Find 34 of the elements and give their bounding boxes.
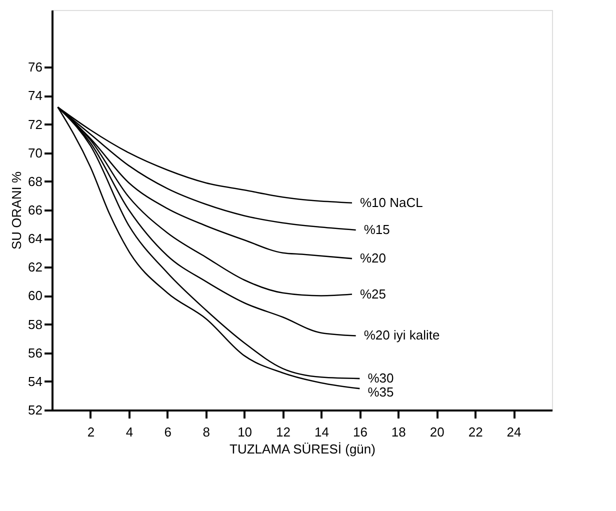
series-label: %10 NaCL [360,194,423,210]
x-tick-label: 12 [276,424,291,440]
series-label: %20 iyi kalite [364,328,440,343]
y-tick-label: 68 [28,174,42,189]
y-tick-label: 66 [28,202,42,218]
y-tick-label: 64 [28,231,42,246]
x-tick-label: 2 [87,424,95,440]
series-label: %15 [364,222,390,237]
y-tick-label: 76 [28,60,42,75]
x-tick-label: 16 [352,424,368,440]
series-label: %20 [360,250,386,266]
y-tick-label: 58 [28,316,42,332]
series-label: %30 [368,370,394,386]
x-tick-label: 24 [506,424,522,440]
y-tick-label: 72 [28,116,42,132]
y-tick-label: 62 [28,260,42,275]
y-tick-label: 54 [28,374,42,389]
x-tick-label: 14 [314,424,329,440]
series-label: %35 [368,384,394,400]
y-axis-title: SU ORANI % [9,171,24,250]
y-tick-label: 56 [28,345,42,360]
x-tick-label: 20 [430,424,444,440]
x-tick-label: 4 [126,424,134,440]
x-tick-label: 10 [238,424,252,440]
y-tick-label: 74 [28,88,42,104]
x-axis-title: TUZLAMA SÜRESİ (gün) [230,442,376,456]
x-tick-label: 6 [164,424,172,440]
x-tick-label: 8 [202,424,210,440]
series-label: %25 [360,286,386,302]
x-tick-label: 22 [468,424,483,440]
x-tick-label: 18 [391,424,406,440]
y-tick-label: 52 [28,402,42,418]
y-tick-label: 60 [28,288,42,304]
y-tick-label: 70 [28,145,42,160]
